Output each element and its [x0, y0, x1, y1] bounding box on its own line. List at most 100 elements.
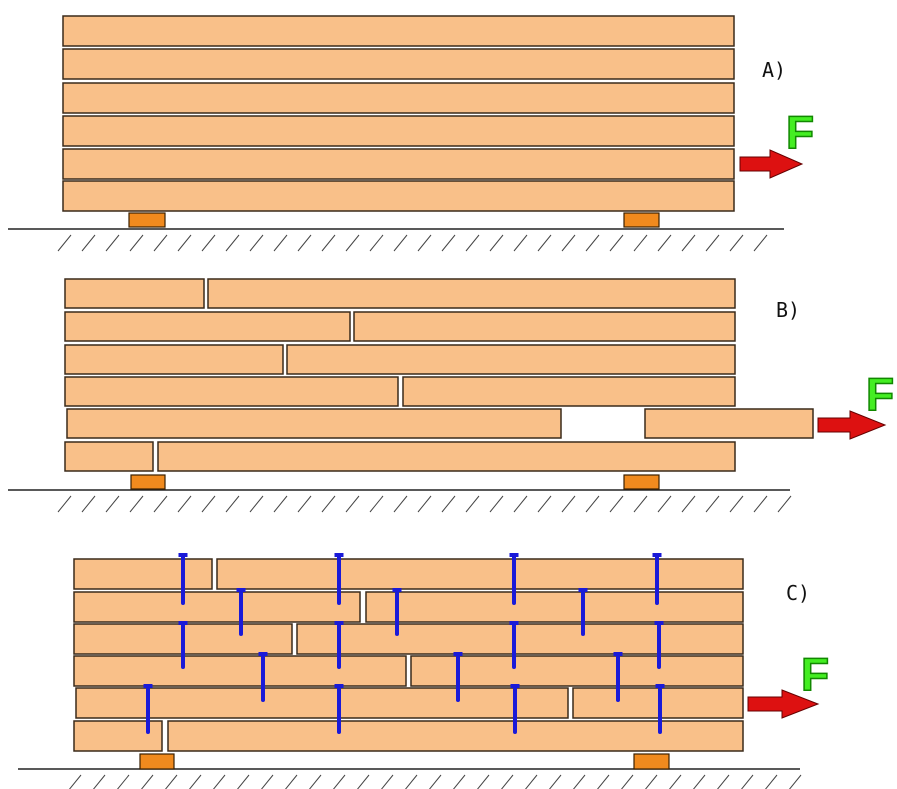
plank	[644, 408, 814, 439]
ground-hatch	[585, 495, 600, 513]
plank	[62, 48, 735, 80]
plank	[64, 441, 154, 472]
ground-hatch	[513, 495, 528, 513]
plank	[207, 278, 736, 309]
ground-hatch	[489, 495, 504, 513]
force-label-b: F	[866, 368, 894, 420]
ground-hatch	[633, 234, 648, 252]
ground-hatch	[57, 495, 72, 513]
plank	[402, 376, 736, 407]
supports-b	[130, 474, 660, 490]
ground-hatch	[153, 234, 168, 252]
force-label-c: F	[801, 648, 829, 700]
plank	[73, 720, 163, 752]
ground-hatch	[140, 774, 154, 789]
plank	[410, 655, 744, 687]
force-label-a: F	[786, 106, 814, 158]
nail-head	[453, 652, 463, 656]
ground-hatch	[212, 774, 226, 789]
ground-hatch	[177, 234, 192, 252]
ground-hatch	[105, 495, 120, 513]
ground-hatch	[681, 234, 696, 252]
ground-hatch	[596, 774, 610, 789]
plank	[73, 655, 407, 687]
plank	[62, 115, 735, 147]
supports-c	[139, 753, 670, 770]
plank	[157, 441, 736, 472]
panel-b: B) F	[8, 278, 895, 513]
ground-hatch	[321, 234, 336, 252]
ground-hatch	[249, 495, 264, 513]
nail-head	[178, 553, 188, 557]
nail-head	[334, 684, 344, 688]
ground-hatch	[153, 495, 168, 513]
ground-hatch	[585, 234, 600, 252]
ground-hatch	[68, 774, 82, 789]
ground-hatch	[356, 774, 370, 789]
ground-hatch	[81, 495, 96, 513]
plank	[73, 558, 213, 590]
ground-hatch	[716, 774, 730, 789]
nail-head	[334, 553, 344, 557]
ground-hatch	[260, 774, 274, 789]
nail-head	[258, 652, 268, 656]
ground-hatch	[417, 495, 432, 513]
ground-hatch	[441, 234, 456, 252]
panel-label-a: A)	[762, 58, 786, 82]
plank	[75, 687, 569, 719]
plank	[64, 311, 351, 342]
ground-hatch	[81, 234, 96, 252]
plank	[62, 82, 735, 114]
ground-hatch	[297, 495, 312, 513]
nail-head	[652, 553, 662, 557]
ground-hatch	[609, 495, 624, 513]
ground-hatch	[465, 495, 480, 513]
ground-c	[18, 768, 802, 789]
ground-hatch	[321, 495, 336, 513]
plank	[66, 408, 562, 439]
ground-hatch	[548, 774, 562, 789]
ground-hatch	[633, 495, 648, 513]
ground-b	[8, 489, 792, 513]
planks-b	[64, 278, 814, 472]
ground-hatch	[225, 234, 240, 252]
ground-hatch	[393, 234, 408, 252]
ground-hatch	[57, 234, 72, 252]
panel-a: A) F	[8, 15, 815, 252]
ground-hatch	[297, 234, 312, 252]
ground-hatch	[644, 774, 658, 789]
ground-hatch	[465, 234, 480, 252]
ground-hatch	[561, 495, 576, 513]
support-block	[623, 212, 660, 228]
ground-hatch	[177, 495, 192, 513]
force-arrow-icon	[739, 149, 804, 179]
ground-hatch	[489, 234, 504, 252]
force-arrow-icon	[747, 689, 820, 719]
nail-head	[613, 652, 623, 656]
ground-hatch	[380, 774, 394, 789]
force-arrow-icon	[817, 410, 887, 440]
nail-head	[654, 621, 664, 625]
ground-hatch	[284, 774, 298, 789]
ground-hatch	[105, 234, 120, 252]
plank	[62, 15, 735, 47]
nail-head	[178, 621, 188, 625]
ground-hatch	[164, 774, 178, 789]
ground-hatch	[236, 774, 250, 789]
ground-hatch	[369, 234, 384, 252]
plank	[216, 558, 744, 590]
ground-hatch	[417, 234, 432, 252]
ground-hatch	[788, 774, 802, 789]
ground-hatch	[668, 774, 682, 789]
ground-hatch	[692, 774, 706, 789]
panel-label-c: C)	[786, 581, 810, 605]
ground-hatch	[332, 774, 346, 789]
ground-hatch	[308, 774, 322, 789]
nail-head	[510, 684, 520, 688]
ground-hatch	[561, 234, 576, 252]
ground-hatch	[441, 495, 456, 513]
ground-hatch	[777, 495, 792, 513]
ground-hatch	[393, 495, 408, 513]
ground-hatch	[345, 495, 360, 513]
